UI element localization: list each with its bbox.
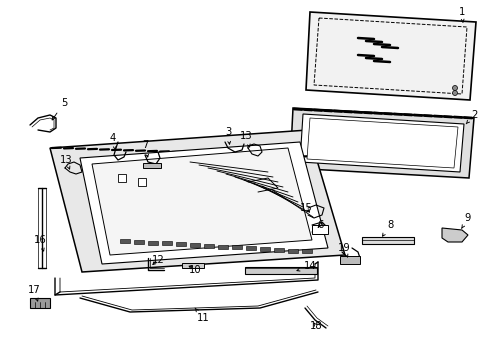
Text: 4: 4: [110, 133, 116, 149]
Bar: [142, 163, 161, 168]
Bar: [30, 298, 50, 308]
Text: 6: 6: [316, 220, 323, 230]
Polygon shape: [306, 118, 457, 168]
Bar: [176, 242, 185, 246]
Polygon shape: [50, 130, 345, 272]
Text: 18: 18: [309, 321, 322, 331]
Polygon shape: [88, 146, 319, 260]
Bar: [311, 225, 327, 234]
Bar: [245, 246, 256, 250]
Text: 1: 1: [458, 7, 464, 23]
Text: 14: 14: [296, 261, 316, 271]
Bar: [120, 239, 130, 243]
Text: 17: 17: [27, 285, 41, 301]
Bar: [134, 240, 143, 244]
Circle shape: [451, 90, 457, 95]
Bar: [302, 249, 311, 253]
Bar: [203, 244, 214, 248]
Bar: [148, 240, 158, 244]
Text: 5: 5: [52, 98, 67, 120]
Text: 2: 2: [465, 110, 476, 124]
Bar: [162, 242, 172, 246]
Bar: [273, 248, 284, 252]
Bar: [339, 256, 359, 264]
Text: 12: 12: [151, 255, 164, 265]
Text: 7: 7: [142, 140, 148, 157]
Polygon shape: [92, 148, 311, 255]
Bar: [118, 174, 126, 182]
Text: 9: 9: [461, 213, 470, 228]
Bar: [260, 247, 269, 251]
Text: 16: 16: [34, 235, 46, 251]
Circle shape: [451, 85, 457, 90]
Bar: [244, 267, 316, 274]
Bar: [361, 237, 413, 244]
Text: 3: 3: [224, 127, 231, 144]
Bar: [138, 178, 146, 186]
Text: 13: 13: [239, 131, 252, 147]
Bar: [182, 263, 203, 268]
Bar: [231, 246, 242, 249]
Polygon shape: [80, 142, 327, 264]
Polygon shape: [299, 114, 463, 172]
Polygon shape: [305, 12, 475, 100]
Text: 8: 8: [382, 220, 392, 236]
Polygon shape: [289, 108, 473, 178]
Text: 15: 15: [299, 203, 312, 213]
Text: 10: 10: [188, 265, 201, 275]
Bar: [218, 244, 227, 249]
Polygon shape: [441, 228, 467, 242]
Bar: [287, 249, 297, 253]
Bar: [190, 243, 200, 247]
Text: 19: 19: [337, 243, 350, 257]
Text: 11: 11: [195, 308, 209, 323]
Text: 13: 13: [60, 155, 72, 169]
